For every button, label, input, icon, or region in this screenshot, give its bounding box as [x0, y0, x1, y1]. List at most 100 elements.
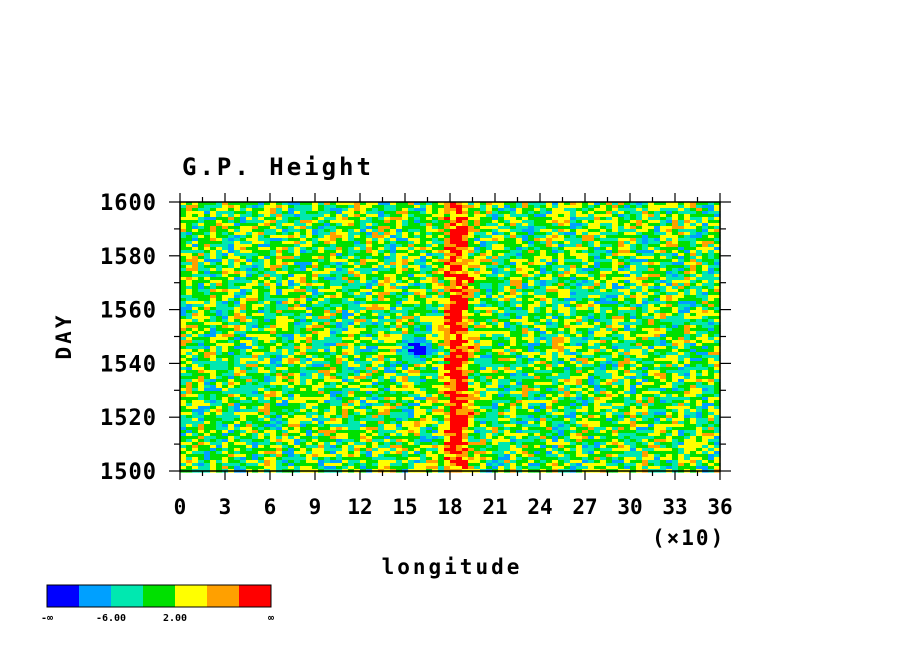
- heatmap-cell: [594, 214, 601, 218]
- heatmap-cell: [258, 301, 265, 305]
- heatmap-cell: [228, 250, 235, 254]
- heatmap-cell: [624, 265, 631, 269]
- heatmap-cell: [378, 253, 385, 257]
- heatmap-cell: [396, 271, 403, 275]
- heatmap-cell: [636, 304, 643, 308]
- heatmap-cell: [462, 211, 469, 215]
- heatmap-cell: [180, 307, 187, 311]
- heatmap-cell: [342, 211, 349, 215]
- heatmap-cell: [252, 343, 259, 347]
- heatmap-cell: [600, 355, 607, 359]
- heatmap-cell: [582, 244, 589, 248]
- heatmap-cell: [300, 355, 307, 359]
- heatmap-cell: [390, 331, 397, 335]
- heatmap-cell: [708, 328, 715, 332]
- heatmap-cell: [606, 229, 613, 233]
- heatmap-cell: [654, 238, 661, 242]
- heatmap-cell: [354, 349, 361, 353]
- heatmap-cell: [504, 352, 511, 356]
- heatmap-cell: [468, 346, 475, 350]
- heatmap-cell: [264, 259, 271, 263]
- heatmap-cell: [624, 205, 631, 209]
- heatmap-cell: [414, 325, 421, 329]
- heatmap-cell: [414, 349, 421, 353]
- heatmap-cell: [294, 298, 301, 302]
- heatmap-cell: [192, 253, 199, 257]
- heatmap-cell: [444, 289, 451, 293]
- heatmap-cell: [414, 247, 421, 251]
- heatmap-cell: [642, 322, 649, 326]
- heatmap-cell: [678, 319, 685, 323]
- heatmap-cell: [504, 331, 511, 335]
- heatmap-cell: [642, 271, 649, 275]
- heatmap-cell: [708, 352, 715, 356]
- heatmap-cell: [522, 280, 529, 284]
- heatmap-cell: [192, 259, 199, 263]
- heatmap-cell: [204, 205, 211, 209]
- heatmap-cell: [702, 364, 709, 368]
- heatmap-cell: [516, 313, 523, 317]
- heatmap-cell: [444, 310, 451, 314]
- heatmap-cell: [690, 289, 697, 293]
- heatmap-cell: [366, 298, 373, 302]
- heatmap-cell: [552, 271, 559, 275]
- heatmap-cell: [630, 364, 637, 368]
- heatmap-cell: [216, 244, 223, 248]
- heatmap-cell: [564, 334, 571, 338]
- heatmap-cell: [600, 244, 607, 248]
- heatmap-cell: [480, 205, 487, 209]
- heatmap-cell: [624, 244, 631, 248]
- heatmap-cell: [480, 214, 487, 218]
- heatmap-cell: [192, 307, 199, 311]
- heatmap-cell: [654, 343, 661, 347]
- heatmap-cell: [534, 262, 541, 266]
- heatmap-cell: [600, 358, 607, 362]
- heatmap-cell: [252, 277, 259, 281]
- heatmap-cell: [426, 247, 433, 251]
- heatmap-cell: [192, 220, 199, 224]
- heatmap-cell: [378, 280, 385, 284]
- heatmap-cell: [342, 271, 349, 275]
- heatmap-cell: [324, 325, 331, 329]
- heatmap-cell: [714, 361, 721, 365]
- heatmap-cell: [312, 280, 319, 284]
- heatmap-cell: [648, 304, 655, 308]
- heatmap-cell: [714, 220, 721, 224]
- heatmap-cell: [516, 340, 523, 344]
- heatmap-cell: [606, 232, 613, 236]
- heatmap-cell: [684, 271, 691, 275]
- heatmap-cell: [696, 238, 703, 242]
- heatmap-cell: [282, 274, 289, 278]
- heatmap-cell: [318, 256, 325, 260]
- heatmap-cell: [558, 202, 565, 206]
- heatmap-cell: [420, 340, 427, 344]
- heatmap-cell: [186, 364, 193, 368]
- heatmap-cell: [396, 292, 403, 296]
- heatmap-cell: [282, 364, 289, 368]
- heatmap-cell: [390, 298, 397, 302]
- heatmap-cell: [678, 310, 685, 314]
- heatmap-cell: [702, 316, 709, 320]
- heatmap-cell: [222, 283, 229, 287]
- heatmap-cell: [444, 322, 451, 326]
- heatmap-cell: [336, 241, 343, 245]
- heatmap-cell: [570, 361, 577, 365]
- heatmap-cell: [282, 310, 289, 314]
- heatmap-cell: [372, 352, 379, 356]
- heatmap-cell: [204, 217, 211, 221]
- heatmap-cell: [342, 256, 349, 260]
- heatmap-cell: [348, 364, 355, 368]
- heatmap-cell: [504, 253, 511, 257]
- heatmap-cell: [546, 310, 553, 314]
- heatmap-cell: [270, 277, 277, 281]
- heatmap-cell: [180, 355, 187, 359]
- heatmap-cell: [426, 355, 433, 359]
- heatmap-cell: [606, 271, 613, 275]
- heatmap-cell: [318, 319, 325, 323]
- heatmap-cell: [258, 265, 265, 269]
- heatmap-cell: [570, 259, 577, 263]
- heatmap-cell: [588, 295, 595, 299]
- heatmap-cell: [636, 340, 643, 344]
- heatmap-cell: [522, 211, 529, 215]
- heatmap-cell: [660, 340, 667, 344]
